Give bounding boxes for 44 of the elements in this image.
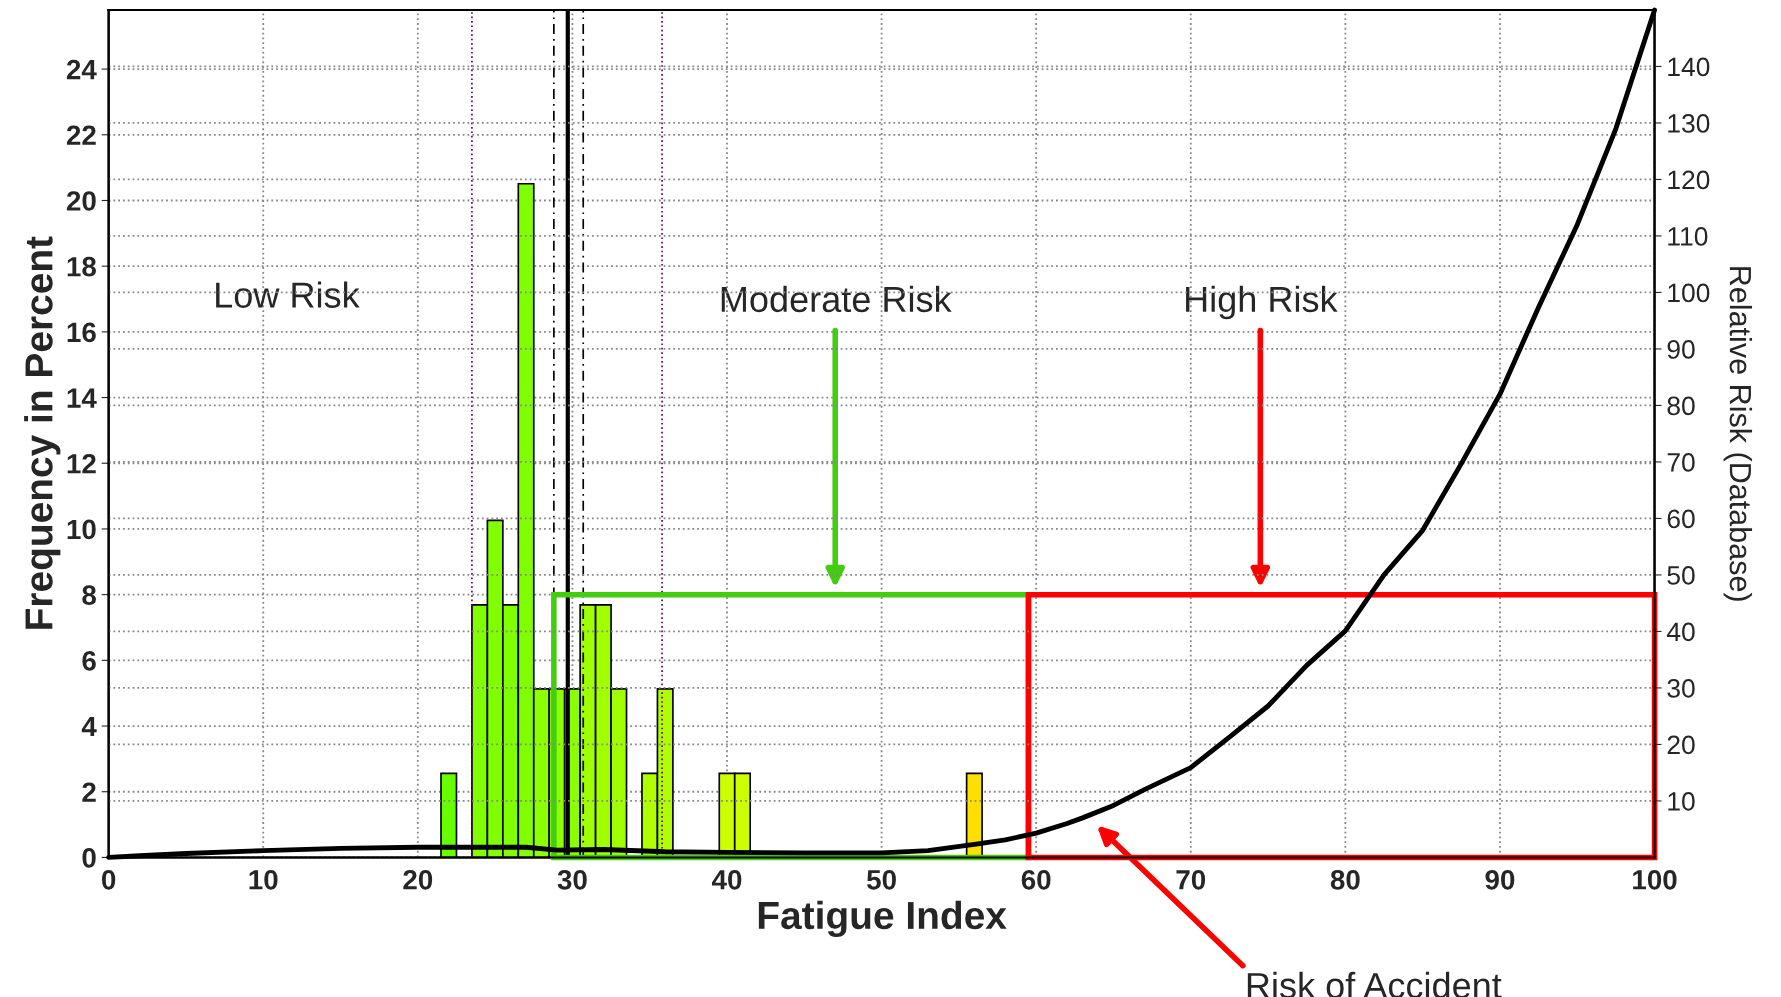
y2-tick-label: 70	[1667, 453, 1695, 472]
x-tick-label: 10	[249, 869, 278, 890]
y2-tick-label: 20	[1667, 735, 1695, 755]
x-tick-label: 40	[711, 869, 742, 890]
x-tick-label: 80	[1330, 869, 1360, 890]
y2-tick-label: 100	[1668, 283, 1710, 303]
x-tick-label: 70	[1176, 869, 1206, 890]
y-tick-label: 14	[67, 388, 97, 408]
y2-tick-label: 40	[1666, 622, 1695, 642]
y-tick-label: 18	[67, 256, 96, 277]
x-axis-title: Fatigue Index	[758, 900, 1007, 938]
y2-tick-label: 90	[1667, 340, 1695, 359]
x-tick-label: 50	[867, 869, 896, 890]
x-tick-label: 60	[1021, 869, 1051, 890]
y-tick-label: 6	[82, 651, 96, 671]
y2-axis-title: Relative Risk (Database)	[1723, 267, 1753, 601]
x-tick-label: 90	[1485, 869, 1515, 890]
y2-tick-label: 50	[1667, 566, 1695, 585]
x-tick-label: 30	[557, 869, 587, 890]
y-tick-label: 16	[67, 322, 96, 343]
annotation: Moderate Risk	[721, 285, 952, 313]
annotation: High Risk	[1186, 285, 1338, 320]
y-tick-label: 24	[66, 59, 97, 80]
y2-tick-label: 110	[1668, 227, 1708, 246]
x-tick-label: 20	[403, 869, 433, 890]
y-tick-label: 22	[66, 125, 96, 145]
y2-tick-label: 120	[1668, 170, 1710, 190]
y-tick-label: 8	[82, 585, 96, 605]
annotation: Low Risk	[216, 281, 360, 308]
y-tick-label: 4	[81, 716, 97, 737]
y-tick-label: 20	[66, 191, 96, 211]
y2-tick-label: 130	[1668, 114, 1710, 133]
y-tick-label: 10	[67, 519, 96, 540]
y2-tick-label: 80	[1667, 396, 1695, 416]
y2-tick-label: 140	[1668, 57, 1710, 77]
y-axis-title: Frequency in Percent	[24, 236, 61, 629]
y-tick-label: 2	[82, 782, 96, 802]
y2-tick-label: 60	[1667, 509, 1695, 529]
y2-tick-label: 30	[1667, 679, 1695, 698]
y2-tick-label: 10	[1668, 792, 1695, 811]
x-tick-label: 100	[1633, 869, 1677, 890]
x-tick-label: 0	[102, 869, 116, 890]
y-tick-label: 12	[67, 453, 96, 474]
y-tick-label: 0	[82, 848, 96, 868]
